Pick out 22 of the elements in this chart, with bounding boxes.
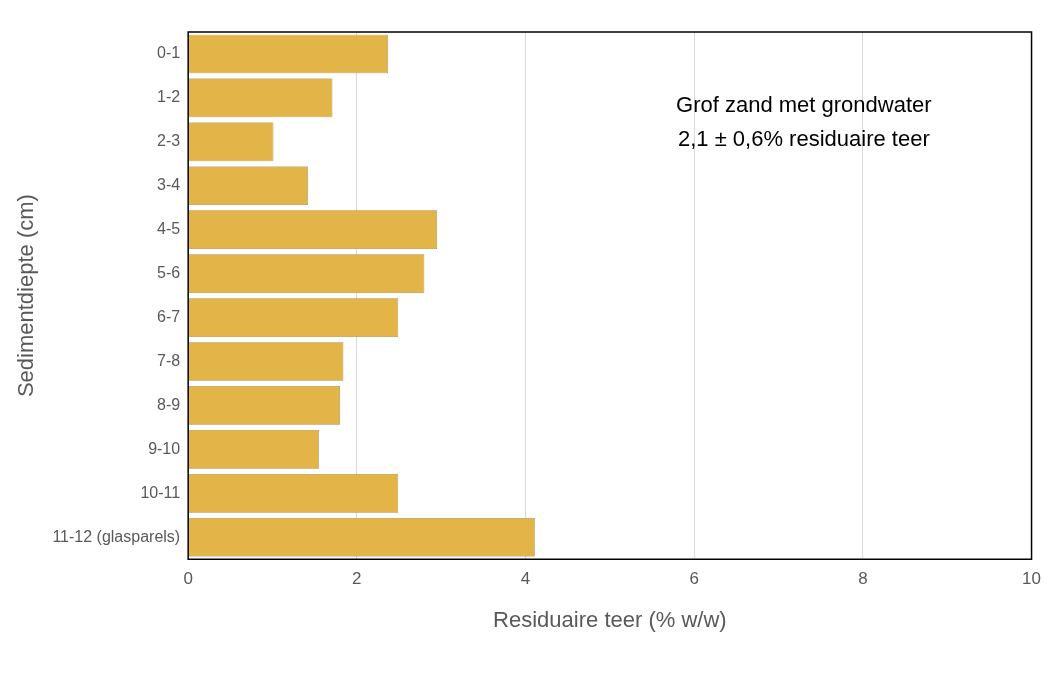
y-tick-label: 4-5 bbox=[157, 220, 181, 238]
x-tick-label: 2 bbox=[352, 569, 362, 589]
x-axis-title: Residuaire teer (% w/w) bbox=[493, 606, 727, 632]
x-tick-label: 4 bbox=[520, 569, 531, 589]
y-tick-label: 3-4 bbox=[157, 176, 181, 194]
x-tick-label: 8 bbox=[858, 569, 868, 589]
y-tick-label: 5-6 bbox=[157, 264, 181, 282]
y-tick-label: 9-10 bbox=[148, 439, 181, 457]
y-tick-label: 1-2 bbox=[157, 88, 181, 106]
x-tick-label: 10 bbox=[1022, 569, 1042, 589]
y-tick-label: 2-3 bbox=[157, 132, 181, 150]
y-axis-title: Sedimentdiepte (cm) bbox=[13, 194, 39, 398]
annotation: 2,1 ± 0,6% residuaire teer bbox=[677, 126, 930, 151]
y-tick-label: 7-8 bbox=[157, 351, 181, 369]
y-tick-label: 0-1 bbox=[157, 44, 181, 62]
x-tick-label: 6 bbox=[689, 569, 699, 589]
x-tick-label: 0 bbox=[183, 569, 193, 589]
y-tick-label: 6-7 bbox=[157, 307, 181, 325]
y-tick-label: 8-9 bbox=[157, 395, 181, 413]
y-tick-label: 10-11 bbox=[140, 483, 181, 501]
y-tick-label: 11-12 (glasparels) bbox=[52, 527, 181, 545]
annotation: Grof zand met grondwater bbox=[676, 92, 932, 117]
